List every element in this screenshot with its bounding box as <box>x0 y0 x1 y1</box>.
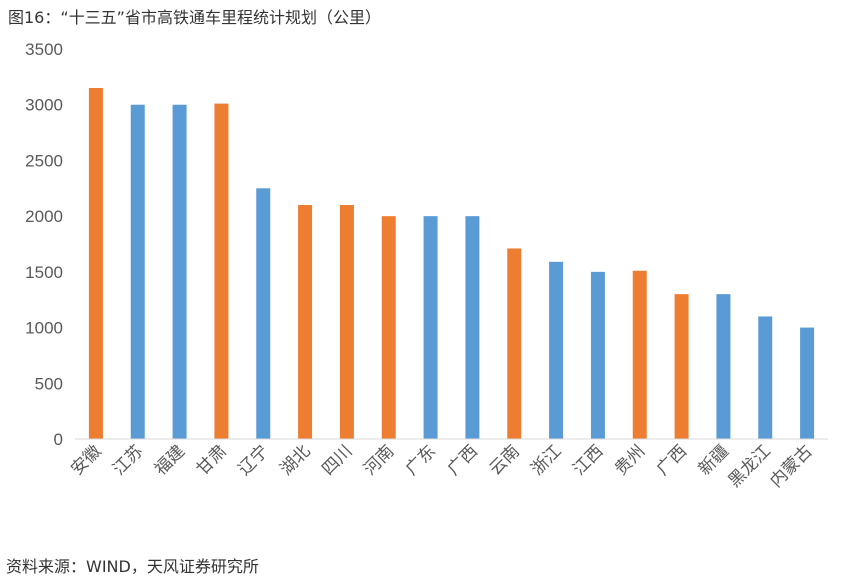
bar <box>298 205 313 439</box>
bar <box>339 205 354 439</box>
y-tick-label: 3000 <box>25 96 63 115</box>
bar <box>674 294 689 439</box>
y-tick-label: 1000 <box>25 319 63 338</box>
x-tick-label: 江西 <box>569 441 607 479</box>
source-note: 资料来源：WIND，天风证券研究所 <box>6 557 259 576</box>
bar <box>88 88 103 439</box>
bar <box>758 316 773 439</box>
x-tick-label: 广东 <box>402 441 440 479</box>
y-tick-label: 2000 <box>25 207 63 226</box>
x-tick-label: 云南 <box>486 441 524 479</box>
bar <box>549 261 564 439</box>
x-tick-label: 湖北 <box>276 441 314 479</box>
x-tick-label: 内蒙古 <box>766 441 816 491</box>
bar <box>130 104 145 439</box>
bar <box>590 271 605 439</box>
bar <box>381 216 396 439</box>
bar <box>800 327 815 439</box>
x-tick-label: 黑龙江 <box>725 441 775 491</box>
x-tick-label: 贵州 <box>611 441 649 479</box>
y-tick-label: 3500 <box>25 40 63 59</box>
chart-title: 图16：“十三五”省市高铁通车里程统计规划（公里） <box>8 8 381 27</box>
x-tick-label: 安徽 <box>67 441 105 479</box>
x-tick-label: 四川 <box>318 441 356 479</box>
bar <box>256 188 271 439</box>
x-tick-label: 广西 <box>444 441 482 479</box>
y-tick-label: 2500 <box>25 151 63 170</box>
x-tick-label: 广西 <box>653 441 691 479</box>
y-tick-label: 500 <box>35 374 63 393</box>
bar <box>465 216 480 439</box>
x-tick-label: 浙江 <box>527 441 565 479</box>
x-tick-label: 江苏 <box>109 441 147 479</box>
bar <box>172 104 187 439</box>
x-tick-label: 河南 <box>360 441 398 479</box>
x-tick-label: 福建 <box>151 441 189 479</box>
bar <box>716 294 731 439</box>
x-tick-label: 甘肃 <box>193 441 231 479</box>
y-tick-label: 1500 <box>25 263 63 282</box>
bar <box>423 216 438 439</box>
x-tick-label: 辽宁 <box>235 441 273 479</box>
bar <box>507 248 522 439</box>
bar <box>214 103 229 439</box>
y-tick-label: 0 <box>54 430 63 449</box>
bar <box>632 270 647 439</box>
